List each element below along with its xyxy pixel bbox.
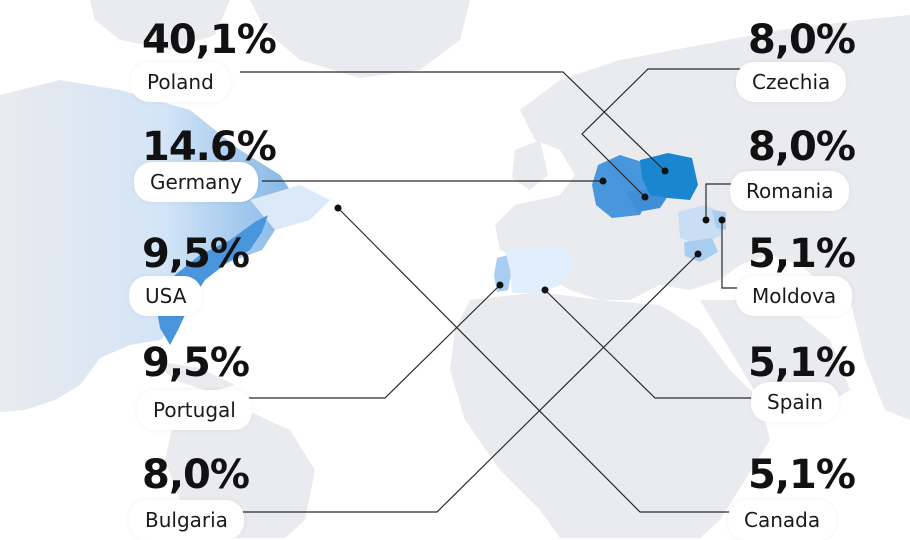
poland-percentage: 40,1% (142, 17, 277, 63)
moldova-label: Moldova (736, 276, 853, 316)
bulgaria-dot (694, 250, 702, 258)
canada-connector (337, 207, 742, 513)
canada-dot (334, 204, 342, 212)
spain-dot (541, 286, 549, 294)
usa-percentage: 9,5% (142, 231, 250, 277)
british-isles-land (512, 140, 548, 190)
africa-land (450, 292, 770, 538)
poland-shape (640, 153, 698, 200)
greenland-land (250, 0, 470, 78)
portugal-connector (232, 284, 501, 399)
india-land (850, 290, 910, 420)
romania-dot (702, 216, 710, 224)
moldova-percentage: 5,1% (748, 231, 856, 277)
poland-connector (240, 71, 666, 172)
poland-dot (661, 167, 669, 175)
location-dots (334, 167, 726, 294)
spain-percentage: 5,1% (748, 340, 856, 386)
usa-label: USA (129, 276, 203, 316)
arctic-islands-land (90, 0, 230, 50)
moldova-dot (718, 216, 726, 224)
spain-connector (544, 289, 760, 399)
connector-lines (232, 68, 760, 513)
czechia-dot (641, 193, 649, 201)
caribbean-land (150, 360, 235, 392)
poland-label: Poland (131, 62, 230, 102)
bulgaria-connector (232, 253, 699, 513)
scandinavia-land (560, 70, 650, 165)
portugal-dot (496, 281, 504, 289)
romania-label: Romania (730, 171, 850, 211)
canada-east-shade (250, 185, 330, 230)
canada-percentage: 5,1% (748, 452, 856, 498)
germany-label: Germany (134, 162, 258, 202)
czechia-label: Czechia (736, 62, 847, 102)
bulgaria-shape (684, 238, 718, 262)
portugal-label: Portugal (137, 390, 252, 430)
romania-shape (678, 205, 722, 245)
germany-percentage: 14.6% (142, 124, 277, 170)
spain-label: Spain (751, 382, 839, 422)
romania-percentage: 8,0% (748, 124, 856, 170)
canada-label: Canada (728, 500, 837, 540)
czechia-percentage: 8,0% (748, 17, 856, 63)
bulgaria-label: Bulgaria (129, 500, 244, 540)
germany-dot (599, 177, 607, 185)
spain-shape (505, 245, 575, 293)
bulgaria-percentage: 8,0% (142, 452, 250, 498)
czechia-connector (581, 68, 745, 198)
portugal-percentage: 9,5% (142, 340, 250, 386)
